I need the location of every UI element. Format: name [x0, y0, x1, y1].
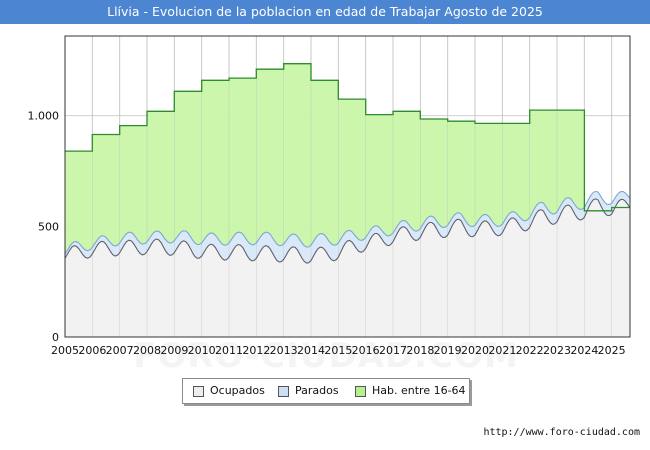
x-tick-label-2015: 2015: [324, 344, 352, 357]
x-tick-label-2010: 2010: [188, 344, 216, 357]
legend: Ocupados Parados Hab. entre 16-64: [182, 378, 470, 404]
x-tick-label-2014: 2014: [297, 344, 325, 357]
line-parados: [64, 190, 631, 255]
x-tick-label-2024: 2024: [570, 344, 598, 357]
area-ocupados: [65, 198, 630, 337]
axes: 2005 2006 2007 2008 2009 2010 2011 2012 2013 2014…: [28, 110, 626, 357]
y-tick-label-500: 500: [38, 220, 59, 233]
x-tick-label-2011: 2011: [215, 344, 243, 357]
x-tick-label-2016: 2016: [352, 344, 380, 357]
x-tick-label-2020: 2020: [461, 344, 489, 357]
series-layer: [64, 36, 631, 337]
x-tick-label-2013: 2013: [270, 344, 298, 357]
legend-swatch-ocupados: [193, 386, 204, 397]
watermark: FORO-CIUDAD.COM: [133, 336, 519, 376]
x-tick-label-2005: 2005: [51, 344, 79, 357]
x-tick-label-2025: 2025: [598, 344, 626, 357]
y-tick-label-0: 0: [52, 331, 59, 344]
x-tick-label-2006: 2006: [78, 344, 106, 357]
legend-swatch-hab: [355, 386, 366, 397]
legend-label-parados: Parados: [295, 384, 339, 397]
x-tick-label-2007: 2007: [106, 344, 134, 357]
x-tick-label-2012: 2012: [242, 344, 270, 357]
x-tick-label-2008: 2008: [133, 344, 161, 357]
source-url: http://www.foro-ciudad.com: [483, 427, 640, 438]
legend-swatch-parados: [278, 386, 289, 397]
x-tick-label-2018: 2018: [406, 344, 434, 357]
legend-label-hab: Hab. entre 16-64: [372, 384, 466, 397]
title-bar: [0, 0, 650, 24]
x-tick-label-2019: 2019: [434, 344, 462, 357]
plot-frame: [64, 35, 631, 338]
y-tick-label-1000: 1.000: [28, 110, 60, 123]
x-tick-label-2021: 2021: [488, 344, 516, 357]
x-tick-label-2022: 2022: [516, 344, 544, 357]
legend-label-ocupados: Ocupados: [210, 384, 265, 397]
x-tick-label-2023: 2023: [543, 344, 571, 357]
line-ocupados: [64, 198, 631, 264]
chart-title: Llívia - Evolucion de la poblacion en ed…: [107, 4, 543, 19]
line-hab: [65, 63, 630, 212]
x-tick-label-2009: 2009: [160, 344, 188, 357]
x-tick-label-2017: 2017: [379, 344, 407, 357]
